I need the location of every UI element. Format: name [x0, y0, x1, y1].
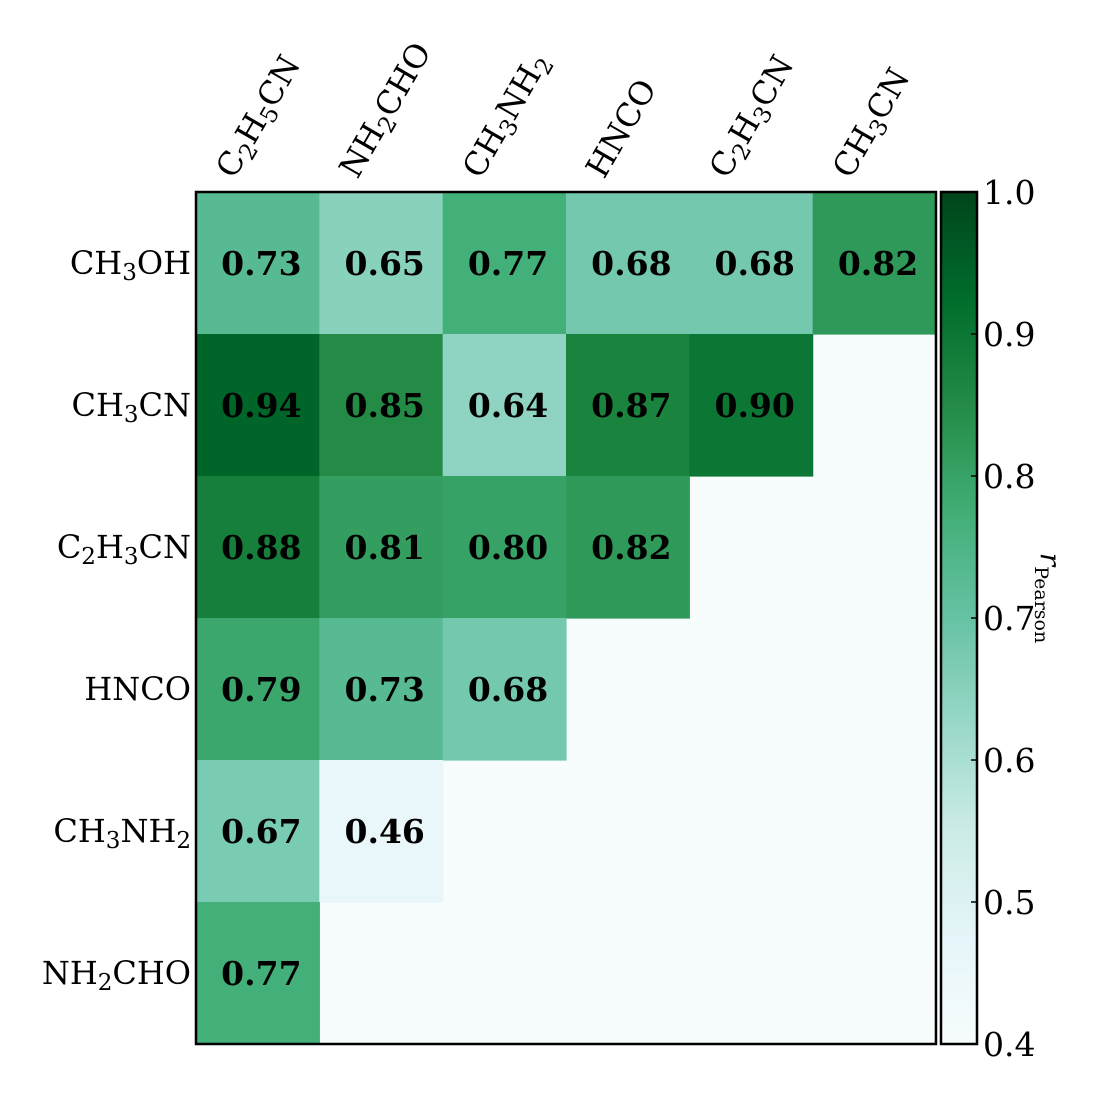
column-label: NH2CHO	[331, 36, 442, 186]
cell-value-label: 0.73	[345, 670, 425, 709]
cell-value-label: 0.87	[591, 386, 671, 425]
column-label: C2H5CN	[208, 49, 312, 186]
heatmap-cell	[689, 192, 814, 335]
heatmap-cell	[689, 334, 814, 477]
heatmap-cell	[565, 476, 690, 619]
column-label: CH3NH2	[455, 46, 561, 186]
column-label: CH3CN	[825, 61, 922, 186]
heatmap-cell	[442, 476, 567, 619]
colorbar-tick-label: 0.7	[983, 599, 1035, 638]
row-label: CH3NH2	[53, 812, 191, 854]
colorbar-tick-label: 0.9	[983, 315, 1035, 354]
colorbar: 0.4 0.5 0.6 0.7 0.8 0.9 1.0 rPearson	[939, 173, 1067, 1064]
column-label: C2H3CN	[701, 49, 805, 186]
heatmap-cell	[196, 618, 320, 761]
cell-value-label: 0.68	[714, 244, 794, 283]
cell-value-label: 0.85	[345, 386, 425, 425]
heatmap-cell	[319, 334, 444, 477]
heatmap-cell	[442, 192, 567, 335]
cell-value-label: 0.77	[468, 244, 548, 283]
cell-value-label: 0.64	[468, 386, 548, 425]
heatmap-cell	[196, 760, 320, 903]
heatmap-cell	[196, 476, 320, 619]
row-label: NH2CHO	[42, 954, 191, 996]
cell-value-label: 0.46	[345, 812, 425, 851]
column-label: HNCO	[578, 73, 664, 184]
colorbar-tick-label: 0.4	[983, 1025, 1035, 1064]
cell-value-label: 0.82	[591, 528, 671, 567]
cell-value-label: 0.90	[714, 386, 794, 425]
heatmap-cell	[565, 192, 690, 335]
heatmap-cell	[565, 334, 690, 477]
row-label: C2H3CN	[57, 528, 191, 570]
heatmap-cells	[196, 192, 937, 1045]
cell-value-label: 0.68	[468, 670, 548, 709]
row-labels: CH3OH CH3CN C2H3CN HNCO CH3NH2 NH2CHO	[42, 244, 191, 996]
cell-value-label: 0.80	[468, 528, 548, 567]
heatmap-cell	[319, 618, 444, 761]
cell-value-label: 0.65	[345, 244, 425, 283]
colorbar-tick-label: 0.6	[983, 741, 1035, 780]
cell-value-label: 0.82	[838, 244, 918, 283]
row-label: HNCO	[84, 670, 191, 708]
cell-value-label: 0.67	[221, 812, 301, 851]
cell-value-label: 0.73	[221, 244, 301, 283]
colorbar-ticks: 0.4 0.5 0.6 0.7 0.8 0.9 1.0	[971, 173, 1035, 1064]
cell-value-label: 0.88	[221, 528, 301, 567]
cell-value-label: 0.79	[221, 670, 301, 709]
plot-frame	[194, 190, 938, 1046]
heatmap-cell	[319, 192, 444, 335]
row-label: CH3CN	[71, 386, 191, 428]
cell-value-label: 0.94	[221, 386, 301, 425]
colorbar-tick-label: 0.8	[983, 457, 1035, 496]
colorbar-tick-label: 0.5	[983, 883, 1035, 922]
heatmap-cell	[196, 334, 320, 477]
row-label: CH3OH	[70, 244, 191, 286]
heatmap-cell	[442, 334, 567, 477]
colorbar-title: rPearson	[1030, 553, 1067, 643]
cell-value-label: 0.81	[345, 528, 425, 567]
colorbar-tick-label: 1.0	[983, 173, 1035, 212]
heatmap-cell	[442, 618, 567, 761]
cell-value-label: 0.68	[591, 244, 671, 283]
heatmap-cell	[196, 902, 320, 1045]
heatmap-cell	[812, 192, 937, 335]
heatmap-cell	[196, 192, 320, 335]
heatmap-cell	[319, 476, 444, 619]
heatmap-cell	[319, 760, 444, 903]
heatmap-value-labels: 0.73 0.65 0.77 0.68 0.68 0.82 0.94 0.85 0.64 0.87…	[221, 244, 918, 993]
cell-value-label: 0.77	[221, 954, 301, 993]
